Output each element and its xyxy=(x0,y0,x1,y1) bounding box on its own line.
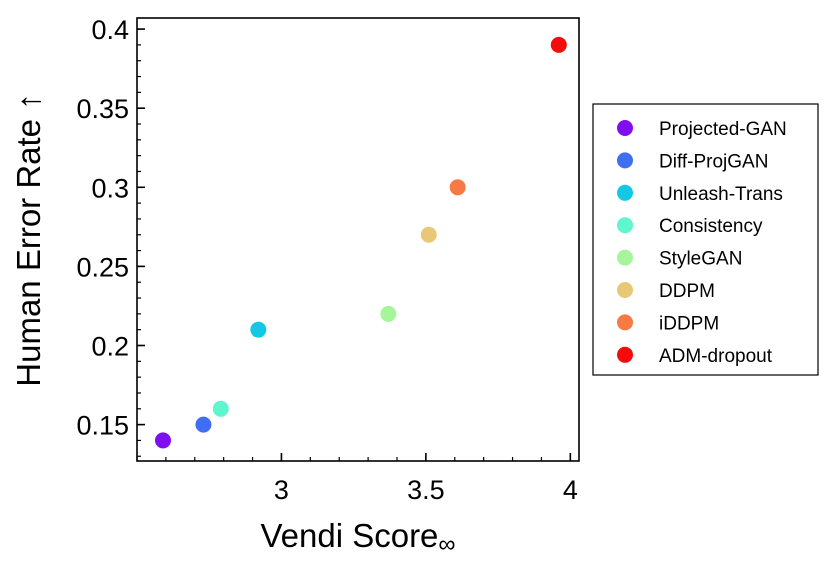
legend-marker xyxy=(617,314,633,331)
y-tick-label: 0.25 xyxy=(76,252,129,282)
data-point-unleash-trans xyxy=(250,321,267,338)
legend-marker xyxy=(617,120,633,136)
plot-area xyxy=(136,17,580,462)
x-tick-label: 3 xyxy=(274,475,289,505)
legend-label: iDDPM xyxy=(659,313,719,334)
data-point-stylegan xyxy=(380,305,397,322)
legend-label: Diff-ProjGAN xyxy=(659,151,768,172)
legend-marker xyxy=(617,152,633,169)
data-point-adm-dropout xyxy=(550,36,567,53)
legend-label: Unleash-Trans xyxy=(659,184,783,205)
x-axis-title: Vendi Score∞ xyxy=(260,517,455,558)
y-tick-label: 0.4 xyxy=(91,15,129,45)
y-axis-title: Human Error Rate ↑ xyxy=(10,93,47,386)
legend-marker xyxy=(617,249,633,266)
plot-frame xyxy=(136,17,580,462)
legend-label: DDPM xyxy=(659,281,715,302)
legend-label: Projected-GAN xyxy=(659,119,787,140)
data-point-iddpm xyxy=(449,179,466,196)
legend-label: Consistency xyxy=(659,216,763,237)
legend-label: ADM-dropout xyxy=(659,346,773,367)
y-tick-label: 0.2 xyxy=(91,332,129,362)
y-axis: 0.15 0.2 0.25 0.3 0.35 0.4 xyxy=(76,15,145,457)
legend: Projected-GAN Diff-ProjGAN Unleash-Trans Co… xyxy=(592,103,819,376)
legend-frame xyxy=(592,103,819,376)
legend-marker xyxy=(617,282,633,298)
x-tick-label: 4 xyxy=(563,475,578,505)
x-axis: 3 3.5 4 xyxy=(136,453,578,505)
y-tick-label: 0.35 xyxy=(76,94,129,124)
data-point-diff-projgan xyxy=(195,416,212,433)
data-points xyxy=(155,36,567,449)
data-point-consistency xyxy=(212,400,229,417)
legend-label: StyleGAN xyxy=(659,249,742,270)
legend-marker xyxy=(617,346,633,363)
data-point-ddpm xyxy=(420,226,437,243)
data-point-projected-gan xyxy=(155,432,171,449)
x-axis-title-text: Vendi Score xyxy=(260,517,438,554)
legend-marker xyxy=(617,184,633,201)
y-tick-label: 0.3 xyxy=(91,173,129,203)
x-tick-label: 3.5 xyxy=(407,475,445,505)
y-tick-label: 0.15 xyxy=(76,411,129,441)
legend-marker xyxy=(617,217,633,234)
x-axis-title-subscript: ∞ xyxy=(438,531,455,558)
